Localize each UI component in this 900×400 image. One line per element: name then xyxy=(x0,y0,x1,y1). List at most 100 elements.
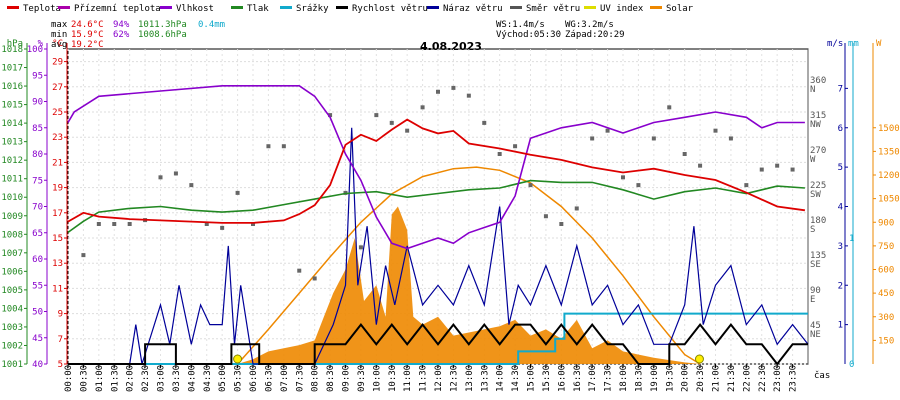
x-tick-label: 15:00 xyxy=(527,365,537,392)
x-tick-label: 13:30 xyxy=(480,365,490,392)
x-tick-label: 18:30 xyxy=(634,365,644,392)
pressure-axis-tick-label: 1002 xyxy=(1,341,23,351)
humidity-axis-tick-label: 85 xyxy=(32,124,43,134)
x-tick-label: 14:30 xyxy=(511,365,521,392)
pressure-axis-tick-label: 1008 xyxy=(1,230,23,240)
solar-axis-tick-label: 600 xyxy=(878,266,894,276)
x-tick-label: 02:00 xyxy=(126,365,136,392)
stat-wg: WG:3.2m/s xyxy=(565,20,614,30)
x-tick-label: 18:00 xyxy=(619,365,629,392)
pressure-axis-tick-label: 1018 xyxy=(1,45,23,55)
x-tick-label: 03:00 xyxy=(157,365,167,392)
humidity-axis-tick-label: 90 xyxy=(32,98,43,108)
rain-axis-tick-label: 1 xyxy=(849,234,854,244)
x-tick-label: 17:30 xyxy=(604,365,614,392)
wind-direction-point xyxy=(173,171,178,176)
x-tick-label: 12:30 xyxy=(449,365,459,392)
wind-direction-point xyxy=(328,113,333,118)
stat-min-press: 1008.6hPa xyxy=(138,30,187,40)
temperature-axis-unit: °C xyxy=(52,39,63,49)
x-tick-label: 07:30 xyxy=(295,365,305,392)
x-tick-label: 09:00 xyxy=(342,365,352,392)
pressure-axis-tick-label: 1013 xyxy=(1,138,23,148)
wind-direction-point xyxy=(651,136,656,141)
wind-direction-point xyxy=(81,253,86,258)
x-tick-label: 02:30 xyxy=(141,365,151,392)
rain-axis-tick-label: 0 xyxy=(849,360,854,370)
x-tick-label: 04:00 xyxy=(187,365,197,392)
stat-max-temp: 24.6°C xyxy=(71,20,104,30)
wind-axis-tick-label: 7 xyxy=(838,84,843,94)
wind-direction-point xyxy=(158,175,163,180)
solar-clear-sky-line xyxy=(237,166,701,365)
stat-max-label: max xyxy=(51,20,68,30)
x-tick-label: 14:00 xyxy=(496,365,506,392)
legend-label: Vlhkost xyxy=(176,4,214,14)
pressure-axis-tick-label: 1010 xyxy=(1,193,23,203)
wind-direction-point xyxy=(497,152,502,156)
wind-direction-point xyxy=(389,120,394,125)
wind-direction-point xyxy=(744,183,749,188)
x-tick-label: 16:00 xyxy=(557,365,567,392)
wind-direction-point xyxy=(312,276,317,281)
solar-axis-tick-label: 1200 xyxy=(878,171,900,181)
wind-direction-point xyxy=(528,183,533,188)
temperature-axis-tick-label: 5 xyxy=(58,360,63,370)
wind-direction-point xyxy=(204,222,209,226)
direction-label: N xyxy=(810,85,815,95)
wind-direction-point xyxy=(667,105,672,110)
direction-tick-label: 135 xyxy=(810,251,826,261)
humidity-axis-tick-label: 60 xyxy=(32,255,43,265)
legend-label: Přízemní teplota xyxy=(74,4,161,14)
temperature-axis-tick-label: 21 xyxy=(52,158,63,168)
wind-speed-line xyxy=(68,322,808,366)
temperature-axis-tick-label: 27 xyxy=(52,83,63,93)
solar-axis-tick-label: 450 xyxy=(878,289,894,299)
x-tick-label: 05:00 xyxy=(218,365,228,392)
x-tick-label: 16:30 xyxy=(573,365,583,392)
solar-area xyxy=(237,206,701,364)
direction-label: NW xyxy=(810,120,821,130)
x-tick-label: 05:30 xyxy=(234,365,244,392)
solar-axis-tick-label: 1500 xyxy=(878,124,900,134)
legend: Teplota Přízemní teplota Vlhkost Tlak Srážky… xyxy=(7,4,694,14)
x-tick-label: 15:30 xyxy=(542,365,552,392)
stat-max-rain: 0.4mm xyxy=(198,20,225,30)
stat-min-hum: 62% xyxy=(113,30,130,40)
temperature-axis-tick-label: 19 xyxy=(52,184,63,194)
solar-axis-tick-label: 1050 xyxy=(878,195,900,205)
pressure-axis-tick-label: 1017 xyxy=(1,64,23,74)
humidity-axis-tick-label: 65 xyxy=(32,229,43,239)
stat-max-hum: 94% xyxy=(113,20,130,30)
x-tick-label: 17:00 xyxy=(588,365,598,392)
wind-direction-point xyxy=(220,225,225,230)
legend-swatch xyxy=(280,6,292,9)
x-tick-label: 06:30 xyxy=(264,365,274,392)
temperature-axis-tick-label: 13 xyxy=(52,259,63,269)
x-tick-label: 00:30 xyxy=(79,365,89,392)
legend-swatch xyxy=(510,6,522,9)
wind-direction-point xyxy=(636,183,641,188)
humidity-axis-tick-label: 45 xyxy=(32,334,43,344)
temperature-axis-tick-label: 29 xyxy=(52,58,63,68)
sunrise-marker xyxy=(233,354,243,364)
x-tick-label: 10:30 xyxy=(388,365,398,392)
pressure-axis-tick-label: 1003 xyxy=(1,323,23,333)
wind-direction-point xyxy=(790,167,795,172)
wind-direction-point xyxy=(605,128,610,133)
x-tick-label: 12:00 xyxy=(434,365,444,392)
stat-avg-temp: 19.2°C xyxy=(71,40,104,50)
stat-min-temp: 15.9°C xyxy=(71,30,104,40)
solar-axis-tick-label: 750 xyxy=(878,242,894,252)
direction-label: W xyxy=(810,155,816,165)
temperature-axis-tick-label: 17 xyxy=(52,209,63,219)
wind-direction-point xyxy=(420,105,425,110)
rain-axis-unit: mm xyxy=(848,39,859,49)
wind-direction-point xyxy=(405,128,410,133)
x-tick-label: 22:30 xyxy=(758,365,768,392)
humidity-axis-tick-label: 95 xyxy=(32,71,43,81)
wind-axis-unit: m/s xyxy=(827,39,843,49)
legend-swatch xyxy=(650,6,662,9)
wind-direction-point xyxy=(543,214,548,219)
